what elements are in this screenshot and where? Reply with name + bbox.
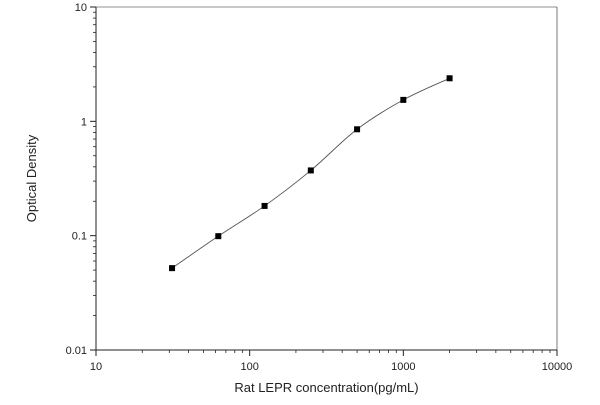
tick-labels: 10 100 1000 10000 0.01 0.1 1 10 [66,2,573,373]
data-point [446,75,453,82]
plot-frame [95,6,558,351]
x-tick-label: 10000 [542,361,573,373]
y-tick-label: 0.01 [66,345,87,357]
data-points [169,75,453,272]
minor-ticks [93,11,551,353]
y-tick-label: 10 [75,2,87,14]
data-point [169,265,176,272]
data-point [215,233,222,240]
major-ticks [90,6,558,356]
data-point [400,96,407,103]
data-point [261,202,268,209]
x-tick-label: 1000 [391,361,415,373]
x-axis-label: Rat LEPR concentration(pg/mL) [234,380,418,395]
data-point [307,167,314,174]
x-tick-label: 100 [240,361,258,373]
x-tick-label: 10 [90,361,102,373]
y-tick-label: 1 [81,116,87,128]
y-tick-label: 0.1 [72,231,87,243]
data-point [354,126,361,133]
y-axis-label: Optical Density [24,134,39,222]
